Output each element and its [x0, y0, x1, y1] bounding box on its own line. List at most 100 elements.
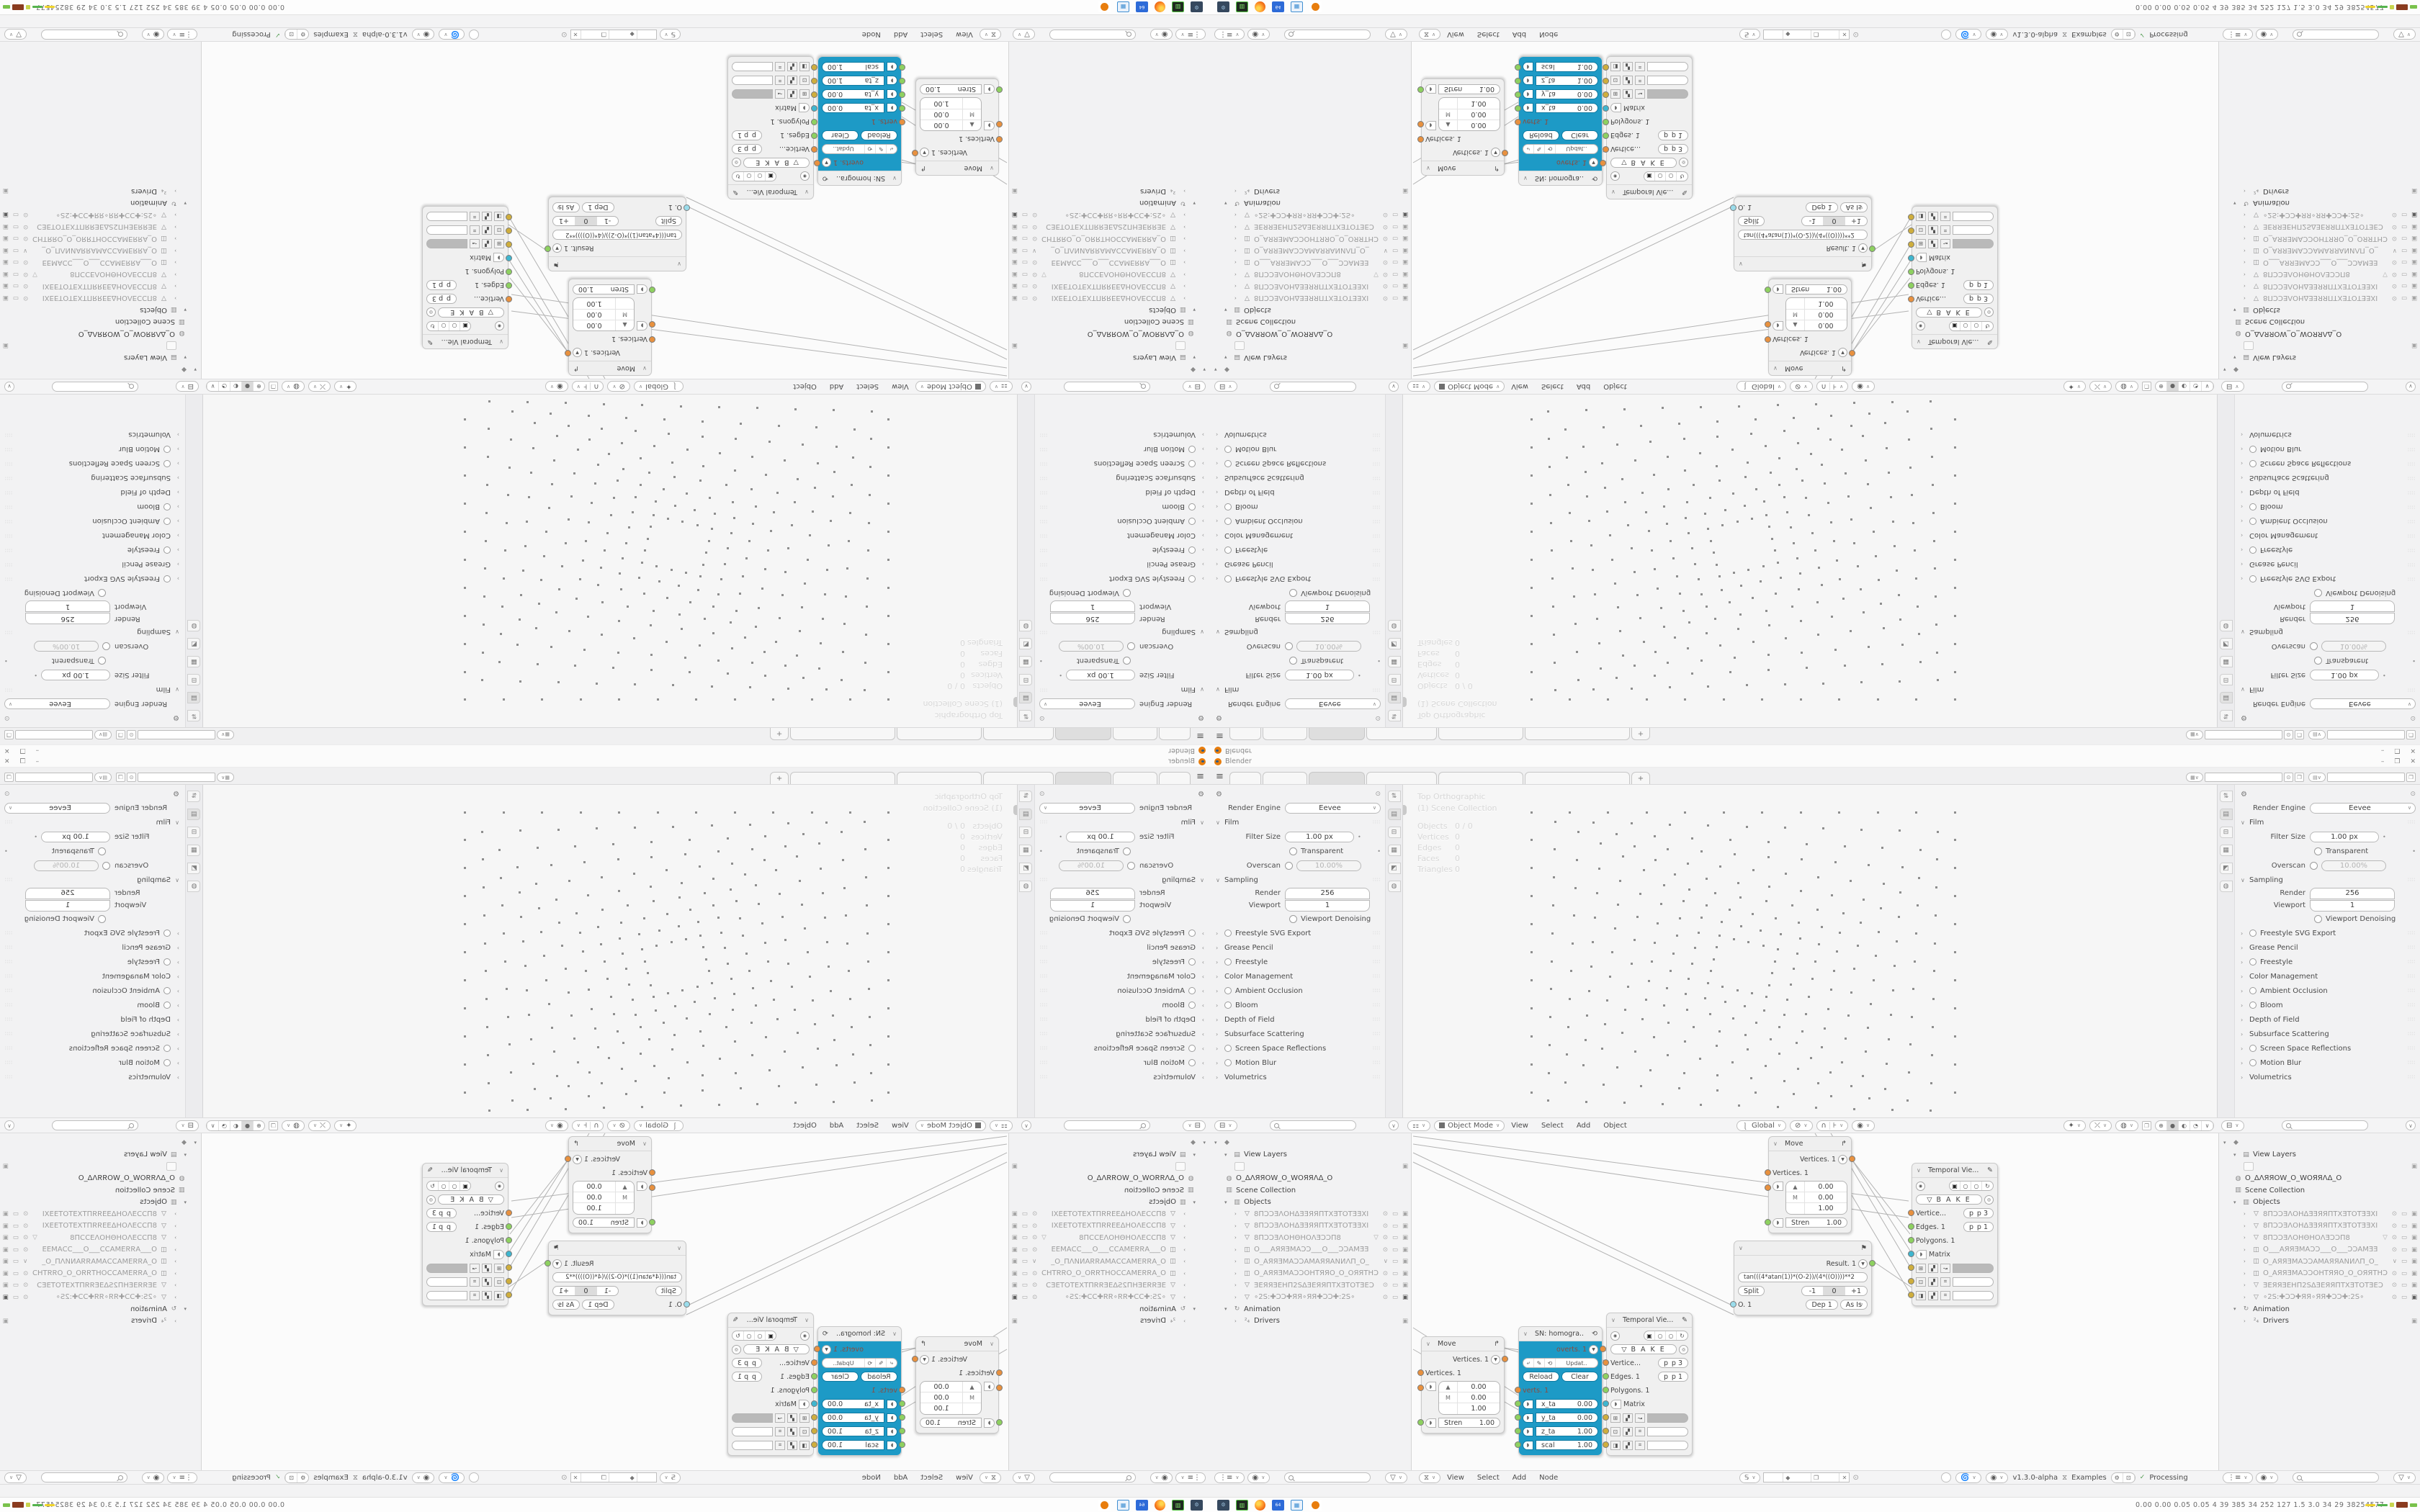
collapse-caret-icon[interactable]: ▾: [1224, 1199, 1227, 1205]
viewport-denoising-checkbox[interactable]: [1289, 589, 1297, 598]
eye-toggle-icon[interactable]: ⊙: [23, 1282, 29, 1290]
properties-section-row[interactable]: › Depth of Field ∷∷: [2241, 485, 2416, 500]
drivers-label[interactable]: Drivers: [1254, 1317, 1280, 1326]
strength-field[interactable]: Stren 1.00: [1785, 1218, 1847, 1228]
collapse-caret-icon[interactable]: ∨: [1200, 629, 1204, 636]
expand-caret-icon[interactable]: ›: [1201, 1002, 1204, 1009]
expand-caret-icon[interactable]: ›: [176, 1045, 179, 1052]
shading-dropdown[interactable]: ∨: [207, 382, 218, 392]
drag-grip-icon[interactable]: ∷∷: [1039, 446, 1047, 452]
pin-icon[interactable]: ⊙: [2284, 773, 2293, 782]
monitor-toggle-icon[interactable]: ▭: [1022, 282, 1028, 290]
expand-caret-icon[interactable]: ›: [1234, 1259, 1237, 1265]
update-icon[interactable]: ⟲: [1545, 1359, 1556, 1367]
outliner-object-row[interactable]: › ▽ ◫ ∘2S:✚ƆƆ✚ЯЯ∘ЯЯ✚ƆƆ✚:2S∘ ▽ ⊙ ∨ ▭ ▣ ▣: [1214, 209, 1408, 221]
drag-grip-icon[interactable]: ∷∷: [4, 547, 12, 553]
outliner-object-row[interactable]: › ▽ ◫ ∘2S:✚ƆƆ✚ЯЯ∘ЯЯ✚ƆƆ✚:2S∘ ▽ ⊙ ∨ ▭ ▣ ▣: [2223, 1292, 2417, 1304]
expand-caret-icon[interactable]: ›: [1183, 1294, 1186, 1300]
movement-vector-field[interactable]: ▲ 0.00 M 0.00 1.00: [573, 297, 635, 331]
edit-pencil-icon[interactable]: ✎: [1987, 1166, 1993, 1174]
socket-in[interactable]: [506, 1223, 512, 1230]
tray-indicator-icon[interactable]: [3, 1503, 10, 1507]
param-field[interactable]: scal 1.00: [822, 62, 884, 72]
terminal-icon[interactable]: ⊡: [2123, 30, 2135, 40]
reload-button[interactable]: Reload: [861, 130, 897, 140]
eye-toggle-icon[interactable]: ⊙: [2391, 258, 2397, 266]
socket-in[interactable]: [1603, 1400, 1609, 1407]
drag-grip-icon[interactable]: ∷∷: [4, 1060, 12, 1066]
socket-color-in[interactable]: [811, 1414, 817, 1421]
eye-toggle-icon[interactable]: ⊙: [2391, 1293, 2397, 1301]
drag-grip-icon[interactable]: ∷∷: [1373, 576, 1381, 582]
value-expand-button[interactable]: ◗: [887, 103, 897, 113]
eye-toggle-icon[interactable]: ⊙: [23, 270, 29, 278]
editor-type-dropdown[interactable]: ⊟ ∨: [176, 381, 199, 392]
properties-section-row[interactable]: › Ambient Occlusion ∷∷: [4, 984, 179, 998]
vertex-display-icon[interactable]: ○: [449, 1182, 460, 1190]
color-field-selected[interactable]: [1647, 89, 1688, 99]
socket-color-in[interactable]: [506, 241, 512, 248]
render-samples-field[interactable]: 256: [2310, 613, 2395, 625]
outliner-object-row[interactable]: › ▽ ◫ 8ΠƆƆƎΛOHΔƎƎЯЯΠTXƎTOTƎƎXI ▽ ⊙ ∨ ▭ ▣…: [3, 280, 197, 292]
objects-collection-label[interactable]: Objects: [1149, 305, 1176, 314]
component-value[interactable]: 0.00: [586, 1193, 602, 1202]
section-toggle[interactable]: [1188, 1002, 1196, 1009]
camera-toggle-icon[interactable]: ▣: [1012, 1163, 1018, 1171]
drag-grip-icon[interactable]: ∷∷: [4, 1002, 12, 1008]
param-field[interactable]: scal 1.00: [1536, 62, 1598, 72]
eye-toggle-icon[interactable]: ⊙: [1382, 1234, 1388, 1242]
filter-size-field[interactable]: 1.00 px: [1066, 670, 1135, 681]
monitor-toggle-icon[interactable]: ▭: [13, 258, 19, 266]
scene-collection-label[interactable]: Scene Collection: [1124, 1186, 1184, 1194]
section-toggle[interactable]: [163, 460, 171, 467]
draw-mode-dropdown[interactable]: ◉ ∨: [1985, 1472, 2009, 1483]
monitor-toggle-icon[interactable]: ▭: [13, 1246, 19, 1254]
palette-icon[interactable]: ▞: [482, 239, 492, 249]
object-name[interactable]: O___AЯЯƎMAƆƆ___O___ƆƆAMƎƎ: [1254, 1246, 1369, 1254]
monitor-toggle-icon[interactable]: ▭: [1392, 222, 1398, 230]
system-monitor-icon[interactable]: [1217, 1499, 1229, 1511]
palette-icon[interactable]: ▞: [1623, 1413, 1633, 1423]
properties-section-row[interactable]: › Depth of Field ∷∷: [1216, 1012, 1381, 1027]
expand-caret-icon[interactable]: ›: [1201, 532, 1204, 539]
value-expand-button[interactable]: ◗: [1523, 103, 1533, 113]
component-value[interactable]: 0.00: [933, 121, 949, 130]
properties-section-row[interactable]: › Motion Blur ∷∷: [1216, 1056, 1381, 1070]
image-viewer-icon[interactable]: [1117, 1499, 1129, 1511]
tab-render-icon[interactable]: ▤: [187, 692, 201, 703]
section-toggle[interactable]: [1224, 1059, 1232, 1066]
viewport-samples-field[interactable]: 1: [1285, 899, 1370, 912]
disk-imager-icon[interactable]: [1136, 1, 1148, 13]
render-engine-dropdown[interactable]: Eevee: [1285, 802, 1381, 814]
tab-view-layer-icon[interactable]: ▦: [2219, 656, 2233, 667]
drag-grip-icon[interactable]: ∷∷: [1373, 518, 1381, 524]
expand-caret-icon[interactable]: ›: [176, 973, 179, 980]
section-toggle[interactable]: [163, 1059, 171, 1066]
section-toggle[interactable]: [1188, 518, 1196, 525]
display-mode-dropdown[interactable]: ⋮≡ ∨: [1214, 1472, 1245, 1483]
drag-grip-icon[interactable]: ∷∷: [4, 518, 12, 524]
socket-param-in[interactable]: [899, 1441, 905, 1448]
search-input[interactable]: [1269, 1120, 1356, 1130]
drag-grip-icon[interactable]: ∷∷: [2408, 446, 2416, 452]
camera-toggle-icon[interactable]: ▣: [3, 1163, 9, 1171]
drag-grip-icon[interactable]: ∷∷: [4, 930, 12, 936]
socket-o-in[interactable]: [684, 204, 690, 211]
vector-expand-button[interactable]: ◗: [984, 121, 995, 130]
expand-caret-icon[interactable]: ›: [2244, 271, 2246, 277]
object-name[interactable]: ∘2S:✚ƆƆ✚ЯЯ∘ЯЯ✚ƆƆ✚:2S∘: [55, 1293, 157, 1302]
drag-grip-icon[interactable]: ∷∷: [1039, 1074, 1047, 1080]
workspace-tab-active[interactable]: [1055, 772, 1112, 784]
camera-toggle-icon[interactable]: ▣: [1402, 1246, 1408, 1254]
socket-in[interactable]: [811, 1373, 817, 1380]
section-toggle[interactable]: [163, 518, 171, 525]
camera-toggle-icon[interactable]: ▣: [2411, 1210, 2417, 1218]
properties-section-row[interactable]: › Grease Pencil ∷∷: [4, 940, 179, 955]
camera-toggle-icon[interactable]: ▣: [3, 235, 9, 243]
search-input[interactable]: [2293, 1472, 2380, 1482]
expand-caret-icon[interactable]: ›: [174, 223, 176, 230]
camera-toggle-icon[interactable]: ▣: [1012, 235, 1018, 243]
display-mode-dropdown[interactable]: ⋮≡ ∨: [167, 1472, 197, 1483]
value-expand-button[interactable]: ◗: [1773, 284, 1783, 294]
animate-dot-icon[interactable]: •: [2412, 657, 2416, 665]
